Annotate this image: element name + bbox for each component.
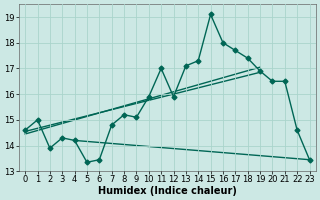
X-axis label: Humidex (Indice chaleur): Humidex (Indice chaleur) (98, 186, 237, 196)
